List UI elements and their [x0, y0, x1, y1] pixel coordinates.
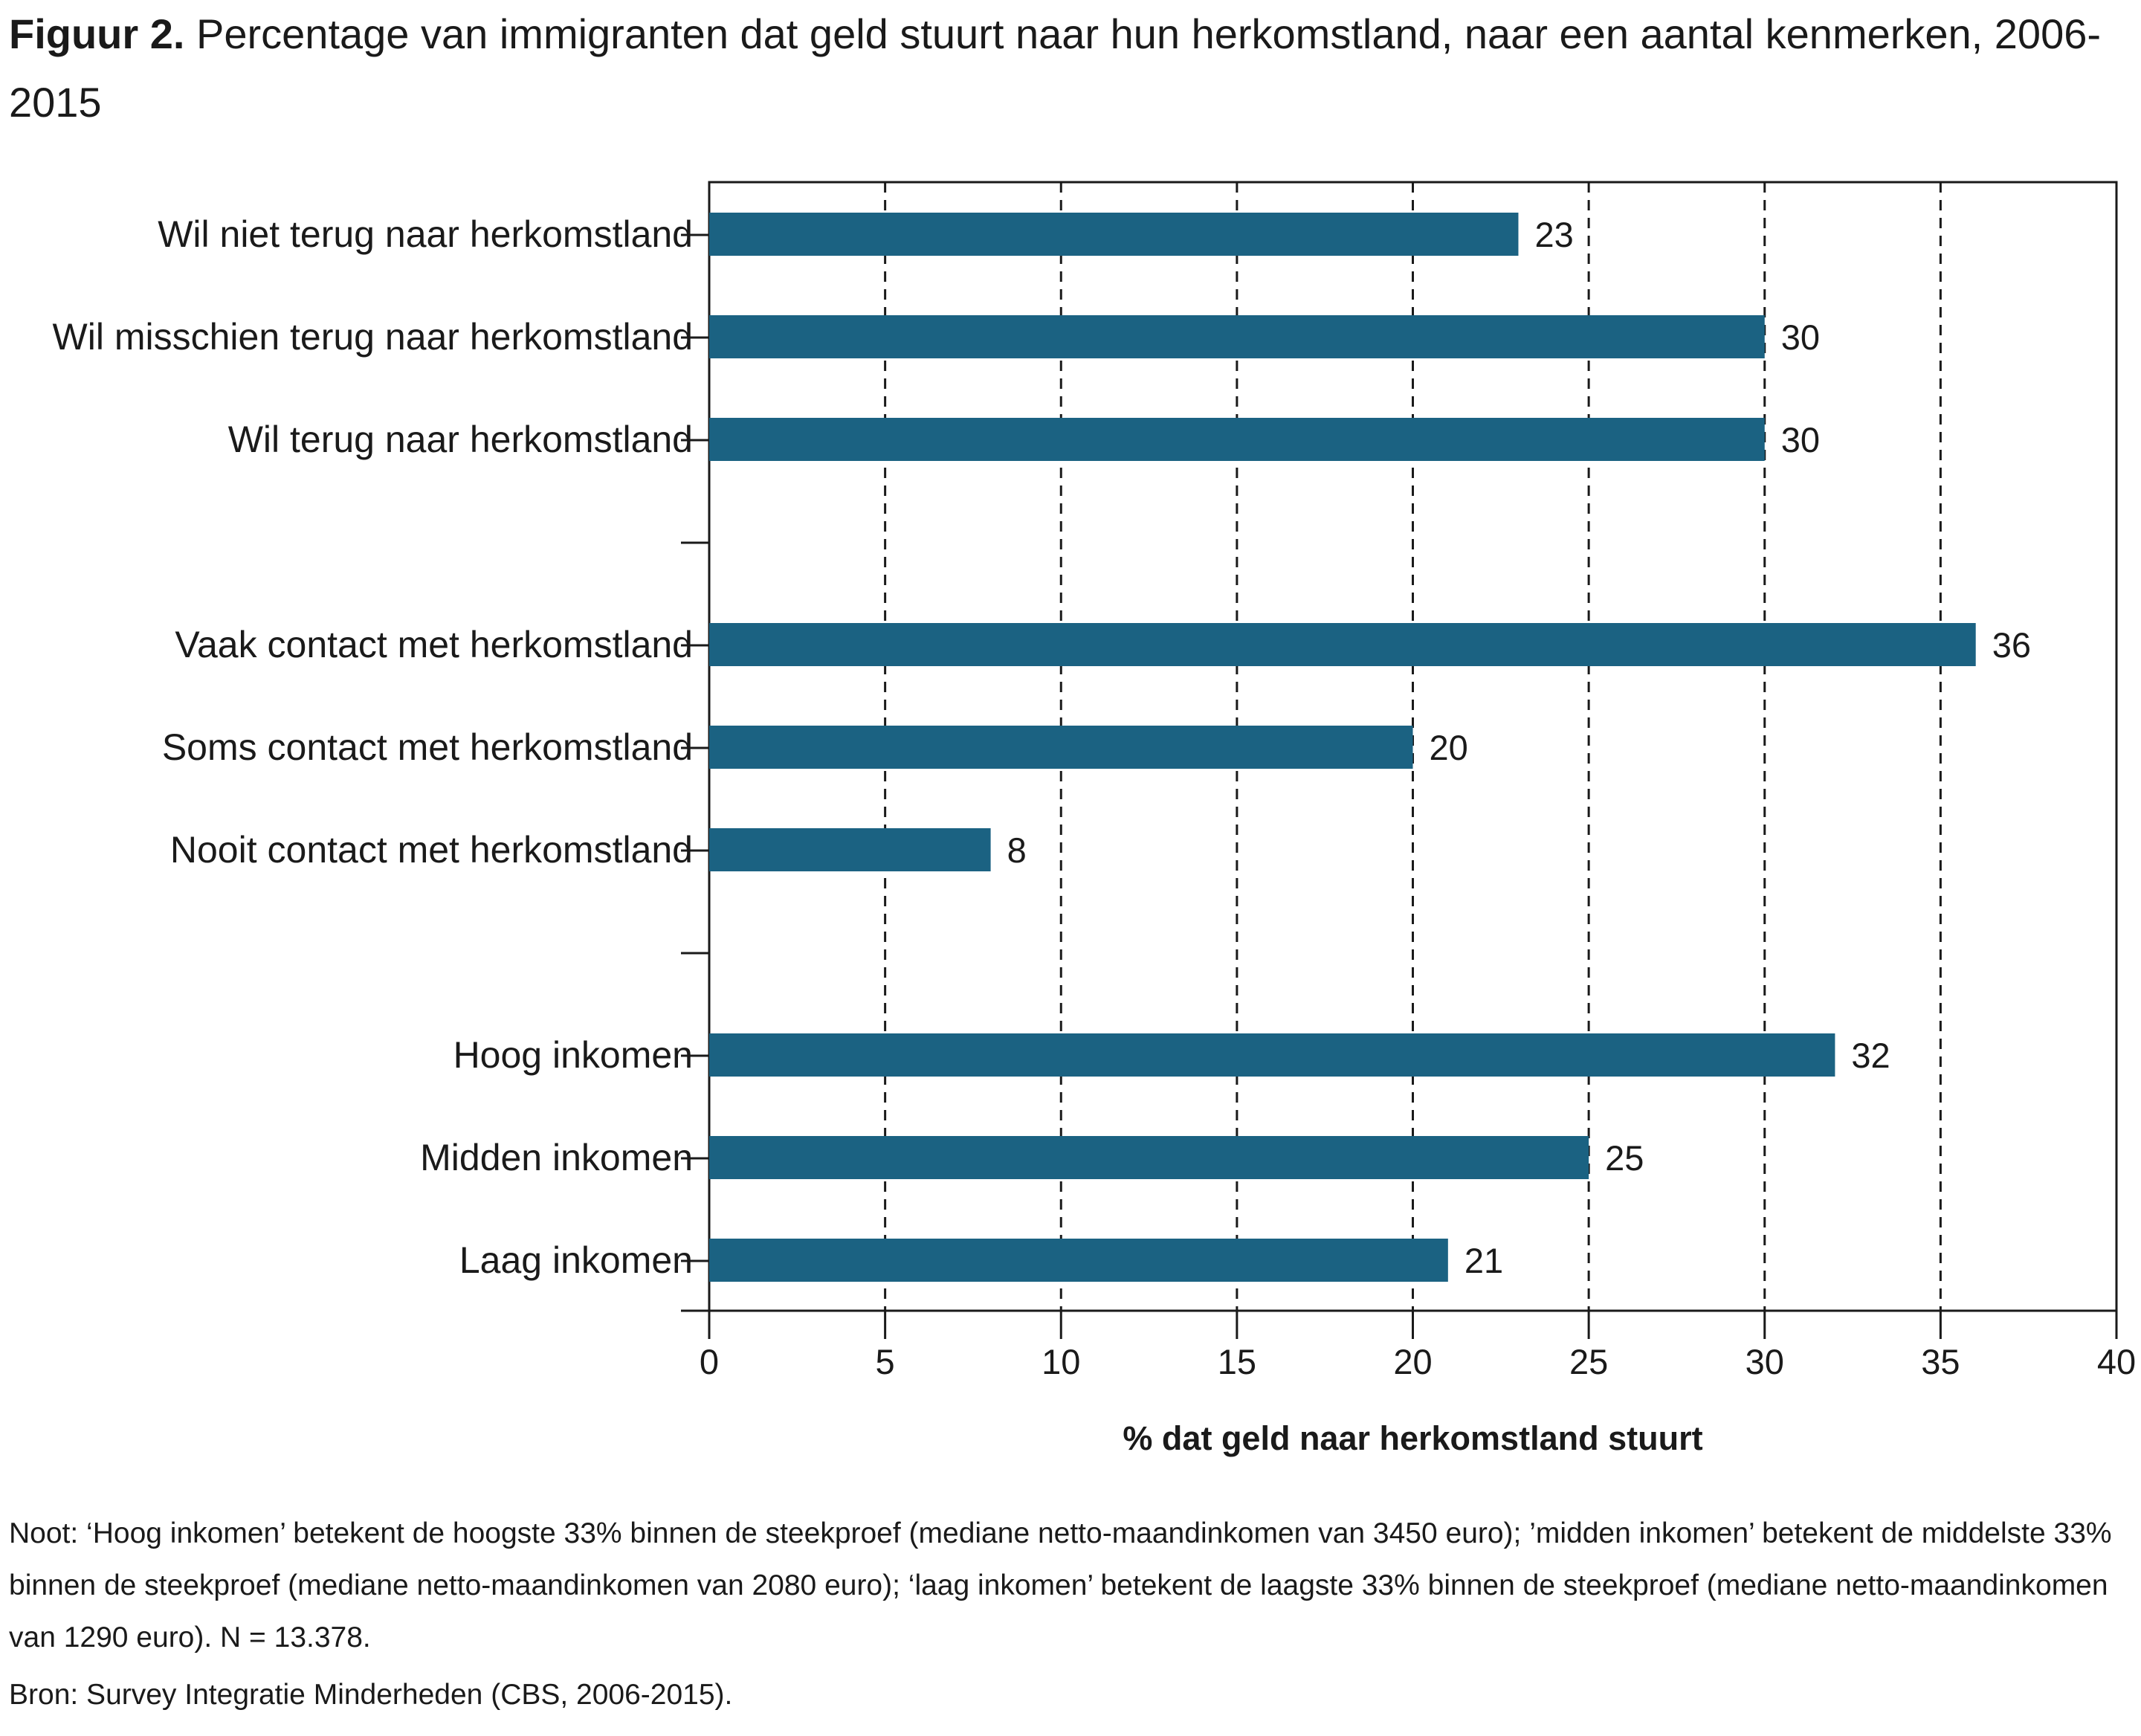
figure-title: Figuur 2. Percentage van immigranten dat…: [9, 0, 2135, 137]
x-tick-label: 40: [2097, 1342, 2136, 1381]
chart-note: Noot: ‘Hoog inkomen’ betekent de hoogste…: [9, 1517, 2112, 1653]
bar: [709, 623, 1976, 666]
category-label: Wil misschien terug naar herkomstland: [53, 316, 693, 358]
x-tick-label: 20: [1393, 1342, 1432, 1381]
x-tick-label: 0: [700, 1342, 719, 1381]
data-label: 21: [1465, 1241, 1503, 1280]
bar: [709, 1033, 1835, 1077]
bar: [709, 726, 1413, 769]
category-label: Soms contact met herkomstland: [162, 726, 693, 768]
bar-chart: 23 Wil niet terug naar herkomstland 30 Wil …: [53, 181, 2136, 1457]
chart-source: Bron: Survey Integratie Minderheden (CBS…: [9, 1679, 733, 1711]
data-label: 32: [1851, 1036, 1890, 1075]
category-label: Nooit contact met herkomstland: [170, 829, 693, 871]
category-label: Vaak contact met herkomstland: [175, 624, 693, 665]
x-tick-label: 30: [1746, 1342, 1784, 1381]
x-tick-label: 25: [1569, 1342, 1608, 1381]
data-label: 23: [1534, 215, 1573, 254]
x-axis-title: % dat geld naar herkomstland stuurt: [1123, 1419, 1702, 1457]
data-label: 8: [1007, 830, 1027, 870]
bar: [709, 315, 1765, 358]
data-label: 30: [1781, 317, 1820, 357]
data-label: 25: [1605, 1138, 1644, 1178]
category-label: Hoog inkomen: [453, 1034, 693, 1076]
bar: [709, 418, 1765, 461]
x-tick-label: 15: [1218, 1342, 1256, 1381]
x-tick-label: 5: [876, 1342, 895, 1381]
data-label: 30: [1781, 420, 1820, 459]
x-tick-label: 35: [1921, 1342, 1960, 1381]
figure-number: Figuur 2.: [9, 10, 185, 57]
bar: [709, 213, 1519, 256]
figure-title-text: Percentage van immigranten dat geld stuu…: [9, 10, 2102, 126]
x-tick-label: 10: [1042, 1342, 1080, 1381]
category-label: Midden inkomen: [420, 1137, 693, 1178]
category-label: Laag inkomen: [459, 1239, 693, 1281]
bar: [709, 1136, 1589, 1179]
data-label: 20: [1430, 728, 1468, 767]
category-label: Wil niet terug naar herkomstland: [158, 213, 693, 255]
bar: [709, 1239, 1448, 1282]
bar: [709, 828, 991, 871]
data-label: 36: [1992, 625, 2031, 665]
category-label: Wil terug naar herkomstland: [228, 419, 693, 460]
